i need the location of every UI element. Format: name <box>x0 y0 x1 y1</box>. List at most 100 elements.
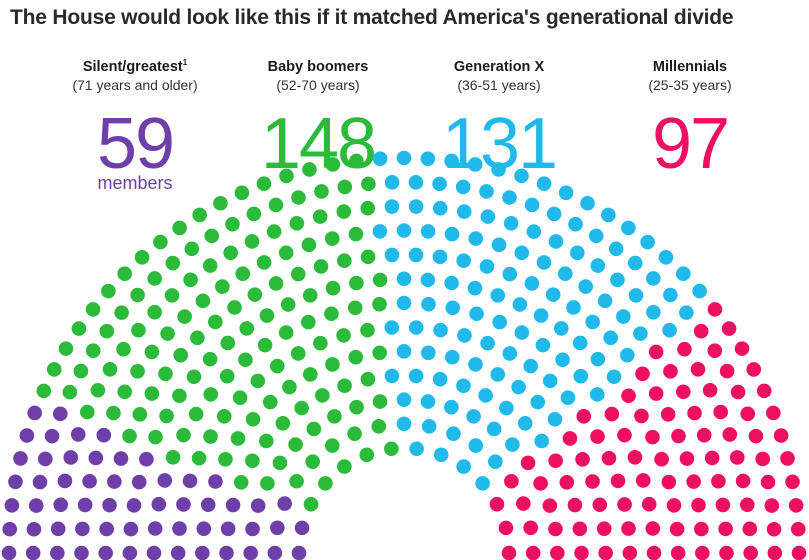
seat-boomers <box>216 409 232 424</box>
seat-silent <box>75 521 90 537</box>
seat-silent <box>146 545 162 560</box>
seat-genx <box>432 249 448 265</box>
seat-genx <box>663 287 678 303</box>
seat-silent <box>44 428 60 444</box>
seat-genx <box>456 204 472 219</box>
seat-millennials <box>729 450 745 465</box>
seat-millennials <box>621 388 636 404</box>
seat-genx <box>432 200 448 216</box>
seat-boomers <box>269 358 285 374</box>
seat-millennials <box>504 473 519 489</box>
seat-genx <box>455 179 471 195</box>
seat-boomers <box>234 185 250 201</box>
seat-genx <box>467 157 483 172</box>
seat-genx <box>523 358 539 374</box>
seat-genx <box>628 288 644 303</box>
seat-millennials <box>739 497 755 513</box>
seat-boomers <box>132 407 148 422</box>
seat-genx <box>408 175 424 190</box>
series-count-millennials: 97 <box>651 104 730 184</box>
seat-genx <box>408 368 424 384</box>
seat-silent <box>294 520 310 536</box>
seat-boomers <box>202 258 218 273</box>
seat-boomers <box>173 347 188 363</box>
seat-genx <box>492 314 507 330</box>
seat-millennials <box>575 451 590 467</box>
seat-genx <box>433 322 448 338</box>
seat-boomers <box>225 216 240 232</box>
seat-genx <box>384 368 400 384</box>
legend-group-silent: Silent/greatest1 (71 years and older) 59… <box>35 58 235 192</box>
seat-boomers <box>245 411 261 427</box>
seat-genx <box>572 335 588 351</box>
seat-genx <box>560 390 576 405</box>
seat-genx <box>491 237 507 253</box>
seat-millennials <box>498 520 514 536</box>
seat-genx <box>478 388 493 403</box>
seat-boomers <box>190 330 205 346</box>
seat-boomers <box>203 387 219 402</box>
seat-genx <box>590 258 606 273</box>
seat-boomers <box>158 366 173 382</box>
seat-millennials <box>523 520 538 536</box>
seat-boomers <box>186 369 202 385</box>
seat-genx <box>480 209 496 224</box>
seat-genx <box>384 175 400 190</box>
seat-genx <box>466 409 481 424</box>
footnote-marker: 1 <box>182 58 188 68</box>
seat-boomers <box>176 427 191 443</box>
seat-genx <box>420 272 436 288</box>
seat-silent <box>250 498 266 513</box>
seat-millennials <box>654 451 669 467</box>
seat-genx <box>445 300 461 316</box>
seat-genx <box>421 419 437 434</box>
seat-boomers <box>278 245 294 261</box>
seat-genx <box>580 195 595 211</box>
seat-boomers <box>195 293 211 309</box>
seat-millennials <box>648 386 664 401</box>
seat-boomers <box>361 176 376 192</box>
seat-millennials <box>687 405 702 421</box>
seat-silent <box>82 473 97 489</box>
seat-boomers <box>278 325 294 340</box>
seat-millennials <box>718 521 733 537</box>
seat-silent <box>77 497 93 513</box>
seat-silent <box>126 498 142 513</box>
seat-millennials <box>686 474 701 489</box>
seat-genx <box>408 199 424 214</box>
seat-genx <box>396 223 412 238</box>
seat-genx <box>488 454 503 469</box>
seat-silent <box>182 473 198 489</box>
seat-millennials <box>489 496 505 512</box>
seat-boomers <box>257 337 273 353</box>
seat-boomers <box>177 309 192 324</box>
seat-boomers <box>116 341 131 357</box>
seat-boomers <box>288 437 303 452</box>
seat-silent <box>151 496 167 512</box>
seat-millennials <box>788 498 804 513</box>
seat-millennials <box>670 545 686 560</box>
seat-genx <box>627 255 643 271</box>
seat-genx <box>658 250 674 265</box>
seat-millennials <box>610 473 626 489</box>
seat-silent <box>139 451 154 467</box>
seat-silent <box>219 545 234 560</box>
seat-boomers <box>347 300 363 316</box>
seat-boomers <box>85 302 101 317</box>
seat-boomers <box>302 288 318 303</box>
seat-genx <box>444 153 459 169</box>
seat-genx <box>566 300 581 315</box>
seat-millennials <box>679 451 695 466</box>
seat-millennials <box>666 498 682 513</box>
seat-boomers <box>313 259 329 274</box>
seat-genx <box>588 228 604 244</box>
seat-millennials <box>601 450 617 466</box>
seat-boomers <box>244 234 260 249</box>
seat-millennials <box>559 474 575 490</box>
seat-boomers <box>250 373 266 389</box>
seat-genx <box>444 349 460 365</box>
seat-millennials <box>671 428 686 444</box>
seat-silent <box>96 427 112 443</box>
seat-boomers <box>349 153 364 169</box>
